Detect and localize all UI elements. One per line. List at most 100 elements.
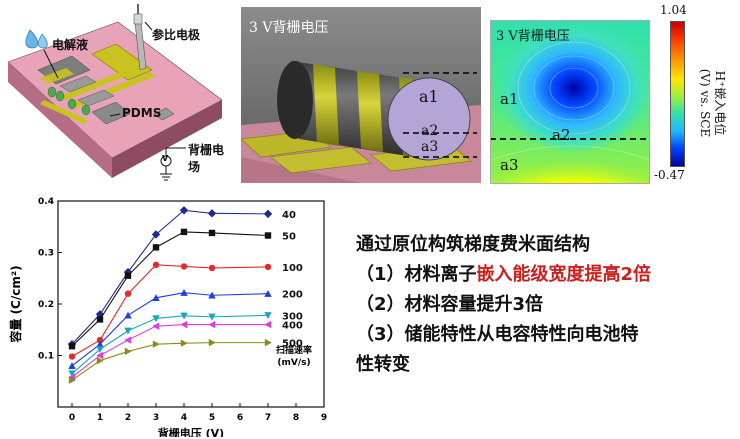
data-point [180, 228, 188, 236]
droplet-icon [25, 29, 48, 49]
data-point [151, 230, 161, 239]
data-point [124, 347, 132, 356]
gate-field-label: 背栅电场 [188, 143, 225, 174]
series-label-300: 300 [282, 311, 303, 322]
legend-units: (mV/s) [277, 358, 310, 368]
data-point [124, 290, 132, 297]
data-point [208, 320, 216, 329]
data-point [124, 327, 132, 335]
data-point [68, 362, 76, 369]
summary-heading: 通过原位构筑梯度费米面结构 [356, 234, 590, 255]
series-label-500: 500 [282, 339, 303, 350]
colorbar-min: -0.47 [654, 168, 685, 182]
series-label-40: 40 [282, 210, 296, 221]
data-point [180, 263, 188, 270]
series-line-50 [71, 231, 269, 347]
simulation-panel: 3 V背栅电压 a1 a2 a3 [490, 20, 650, 184]
data-point [152, 294, 160, 302]
device-drawing [7, 4, 223, 181]
data-point [68, 353, 76, 360]
data-point [208, 264, 216, 272]
simulation-title: 3 V背栅电压 [496, 29, 570, 44]
data-point [124, 336, 132, 344]
series-line-400 [71, 324, 268, 378]
data-point [208, 313, 216, 321]
render-a1-label: a1 [419, 87, 439, 106]
data-point [264, 290, 272, 297]
render-3d-drawing [241, 7, 481, 183]
x-tick-label: 3 [153, 413, 159, 423]
sim-a3-label: a3 [500, 156, 519, 174]
render-title: 3 V背栅电压 [249, 20, 329, 36]
data-point [96, 356, 104, 365]
data-point [96, 316, 104, 323]
x-tick-label: 0 [69, 413, 75, 423]
render-a2-label: a2 [421, 123, 439, 139]
x-tick-label: 5 [209, 413, 215, 423]
data-point [180, 288, 188, 296]
data-point [208, 229, 216, 237]
data-point [96, 340, 104, 348]
x-tick-label: 1 [97, 413, 103, 423]
data-point [208, 338, 216, 347]
device-schematic: 电解液 参比电极 PDMS 背栅电场 V [0, 0, 232, 185]
data-point [264, 312, 272, 320]
colorbar-title-line2: (V) vs. SCE [698, 68, 712, 138]
y-tick-label: 0.2 [38, 300, 54, 310]
series-label-400: 400 [282, 321, 303, 332]
data-point [68, 343, 76, 350]
x-axis-label: 背栅电压 (V) [158, 426, 224, 437]
x-tick-label: 6 [237, 413, 243, 423]
x-tick-label: 2 [125, 413, 131, 423]
data-point [96, 351, 104, 360]
data-point [152, 244, 160, 251]
pdms-label: PDMS [122, 106, 162, 120]
data-point [96, 346, 104, 354]
summary-item-1-prefix: （1）材料离子 [356, 264, 477, 285]
colorbar [670, 21, 685, 167]
sim-a1-label: a1 [500, 90, 519, 108]
legend-title: 扫描速率 [276, 344, 312, 356]
series-label-100: 100 [282, 263, 303, 274]
data-point [96, 336, 104, 344]
data-point [152, 340, 160, 348]
render-a3-label: a3 [421, 139, 439, 155]
x-tick-label: 7 [265, 413, 271, 423]
series-label-50: 50 [282, 232, 296, 243]
x-tick-label: 8 [293, 413, 299, 423]
y-axis-label: 容量 (C/cm²) [8, 265, 23, 343]
data-point [264, 338, 272, 347]
summary-item-3-line2: 性转变 [356, 354, 410, 375]
summary-item-3-line1: （3）储能特性从电容特性向电池特 [356, 324, 639, 345]
voltmeter-symbol: V [162, 154, 169, 163]
data-point [207, 209, 217, 218]
data-point [180, 312, 188, 320]
data-point [152, 322, 160, 330]
summary-block: 通过原位构筑梯度费米面结构 （1）材料离子嵌入能级宽度提高2倍 （2）材料容量提… [356, 230, 736, 380]
y-tick-label: 0.4 [38, 197, 54, 207]
voltmeter-icon [160, 147, 186, 181]
colorbar-title-line1: H⁺嵌入电位 [713, 70, 727, 136]
reference-electrode-label: 参比电极 [152, 28, 201, 42]
data-point [180, 339, 188, 347]
colorbar-title: H⁺嵌入电位 (V) vs. SCE [690, 32, 734, 172]
data-point [68, 370, 76, 378]
data-point [179, 206, 189, 215]
y-tick-label: 0.1 [38, 352, 54, 362]
series-label-200: 200 [282, 290, 303, 301]
data-point [180, 320, 188, 329]
y-tick-label: 0.3 [38, 249, 54, 259]
data-point [124, 311, 132, 319]
data-point [68, 376, 76, 384]
data-point [264, 320, 272, 329]
capacity-chart: 0 1 2 3 4 5 6 7 8 9 0.1 0.2 0.3 0.4 背栅电压 (V) 容量 (C/cm²)… [8, 197, 327, 437]
simulation-map [490, 20, 650, 184]
summary-item-2: （2）材料容量提升3倍 [356, 294, 544, 315]
summary-item-1: （1）材料离子嵌入能级宽度提高2倍 [356, 260, 736, 290]
data-point [124, 272, 132, 279]
colorbar-max: 1.04 [660, 3, 687, 17]
data-point [264, 232, 272, 239]
data-point [152, 261, 160, 269]
electrolyte-label: 电解液 [52, 38, 89, 52]
summary-item-1-highlight: 嵌入能级宽度提高2倍 [476, 264, 652, 285]
